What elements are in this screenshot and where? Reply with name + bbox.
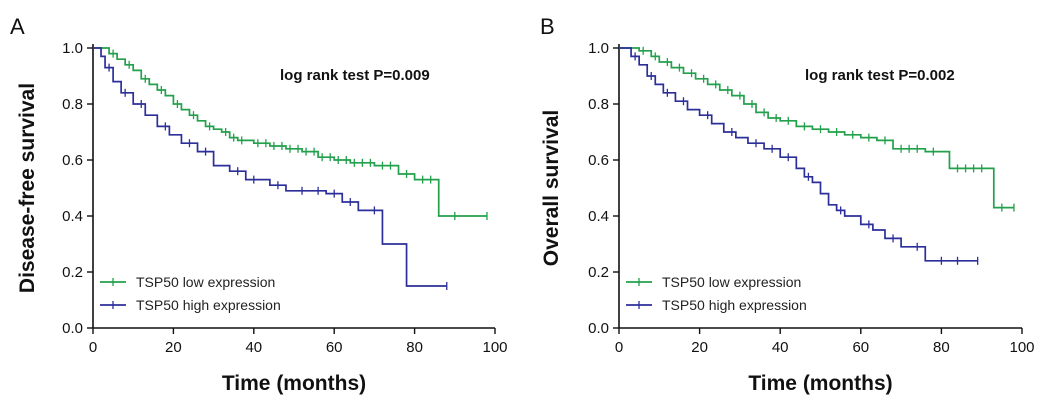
x-tick-label: 60 xyxy=(326,339,343,356)
x-tick-label: 0 xyxy=(89,339,97,356)
y-tick-label: 0.4 xyxy=(62,208,83,225)
log-rank-annotation: log rank test P=0.009 xyxy=(280,67,430,84)
panel-a: A 0.0 0.2 0.4 0.6 0.8 1.0 0 20 40 60 80 100 Time (mon… xyxy=(10,14,508,395)
x-tick-label: 60 xyxy=(852,339,869,356)
survival-curve-low xyxy=(619,47,1014,209)
log-rank-annotation: log rank test P=0.002 xyxy=(805,67,955,84)
legend-label: TSP50 high expression xyxy=(136,297,281,313)
y-tick-label: 0.2 xyxy=(588,264,609,281)
y-tick-label: 1.0 xyxy=(62,40,83,57)
legend-label: TSP50 high expression xyxy=(662,297,807,313)
x-tick-label: 20 xyxy=(691,339,708,356)
y-tick-label: 1.0 xyxy=(588,40,609,57)
panel-label: B xyxy=(540,14,555,39)
x-tick-label: 40 xyxy=(772,339,789,356)
y-tick-label: 0.0 xyxy=(588,320,609,337)
x-tick-label: 20 xyxy=(165,339,182,356)
y-axis-title: Disease-free survival xyxy=(16,83,39,293)
x-tick-label: 100 xyxy=(1009,339,1034,356)
x-tick-label: 80 xyxy=(933,339,950,356)
x-tick-label: 0 xyxy=(615,339,623,356)
x-axis-title: Time (months) xyxy=(748,372,892,395)
x-axis-title: Time (months) xyxy=(222,372,366,395)
x-tick-label: 100 xyxy=(482,339,507,356)
y-axis-title: Overall survival xyxy=(540,110,563,266)
panel-b: B 0.0 0.2 0.4 0.6 0.8 1.0 0 20 40 60 80 100 Time (mon… xyxy=(540,14,1035,395)
y-tick-label: 0.4 xyxy=(588,208,609,225)
y-tick-label: 0.0 xyxy=(62,320,83,337)
x-tick-label: 80 xyxy=(406,339,423,356)
legend-label: TSP50 low expression xyxy=(136,274,275,290)
y-tick-label: 0.6 xyxy=(62,152,83,169)
legend-label: TSP50 low expression xyxy=(662,274,801,290)
y-tick-label: 0.2 xyxy=(62,264,83,281)
x-tick-label: 40 xyxy=(245,339,262,356)
panel-label: A xyxy=(10,14,25,39)
y-tick-label: 0.8 xyxy=(588,96,609,113)
survival-curve-low xyxy=(93,47,487,217)
y-tick-label: 0.6 xyxy=(588,152,609,169)
y-tick-label: 0.8 xyxy=(62,96,83,113)
